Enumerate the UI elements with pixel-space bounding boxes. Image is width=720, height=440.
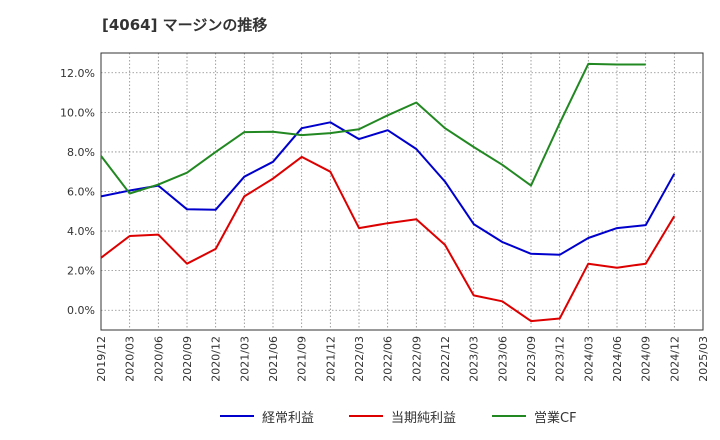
y-tick-label: 6.0% xyxy=(67,186,95,199)
x-tick-label: 2023/06 xyxy=(496,336,509,382)
legend-item: 当期純利益 xyxy=(349,404,456,428)
x-tick-label: 2024/09 xyxy=(640,336,653,382)
series-line-営業CF xyxy=(100,62,646,195)
x-tick-label: 2025/03 xyxy=(697,336,710,382)
x-tick-label: 2022/09 xyxy=(410,336,423,382)
legend-swatch xyxy=(349,415,383,417)
legend-label: 当期純利益 xyxy=(391,410,457,426)
x-tick-label: 2020/06 xyxy=(152,336,165,382)
x-tick-label: 2022/12 xyxy=(439,336,452,382)
y-tick-label: 4.0% xyxy=(67,225,95,238)
y-tick-label: 8.0% xyxy=(67,146,95,159)
legend-item: 経常利益 xyxy=(220,404,314,428)
x-tick-label: 2019/12 xyxy=(95,336,108,382)
y-tick-label: 12.0% xyxy=(60,67,95,80)
x-tick-label: 2021/09 xyxy=(296,336,309,382)
y-tick-label: 10.0% xyxy=(60,106,95,119)
x-tick-label: 2023/12 xyxy=(554,336,567,382)
series-line-当期純利益 xyxy=(100,155,676,323)
y-tick-label: 0.0% xyxy=(67,304,95,317)
x-tick-label: 2022/06 xyxy=(382,336,395,382)
x-tick-label: 2020/09 xyxy=(181,336,194,382)
x-tick-label: 2023/03 xyxy=(468,336,481,382)
legend-swatch xyxy=(220,415,254,417)
x-tick-label: 2020/12 xyxy=(210,336,223,382)
x-tick-label: 2023/09 xyxy=(525,336,538,382)
x-tick-label: 2024/06 xyxy=(611,336,624,382)
x-tick-label: 2024/12 xyxy=(668,336,681,382)
legend-swatch xyxy=(492,415,526,417)
legend-label: 経常利益 xyxy=(262,410,315,426)
legend-label: 営業CF xyxy=(534,410,577,426)
x-tick-label: 2022/03 xyxy=(353,336,366,382)
plot-border xyxy=(100,52,704,331)
y-tick-label: 2.0% xyxy=(67,265,95,278)
x-tick-label: 2021/06 xyxy=(267,336,280,382)
legend-item: 営業CF xyxy=(492,404,577,428)
x-tick-label: 2021/12 xyxy=(324,336,337,382)
x-tick-label: 2020/03 xyxy=(124,336,137,382)
series-line-経常利益 xyxy=(100,121,676,256)
legend: 経常利益 当期純利益 営業CF xyxy=(0,404,720,428)
x-tick-label: 2024/03 xyxy=(582,336,595,382)
chart-title: [4064] マージンの推移 xyxy=(102,16,268,34)
x-tick-label: 2021/03 xyxy=(238,336,251,382)
